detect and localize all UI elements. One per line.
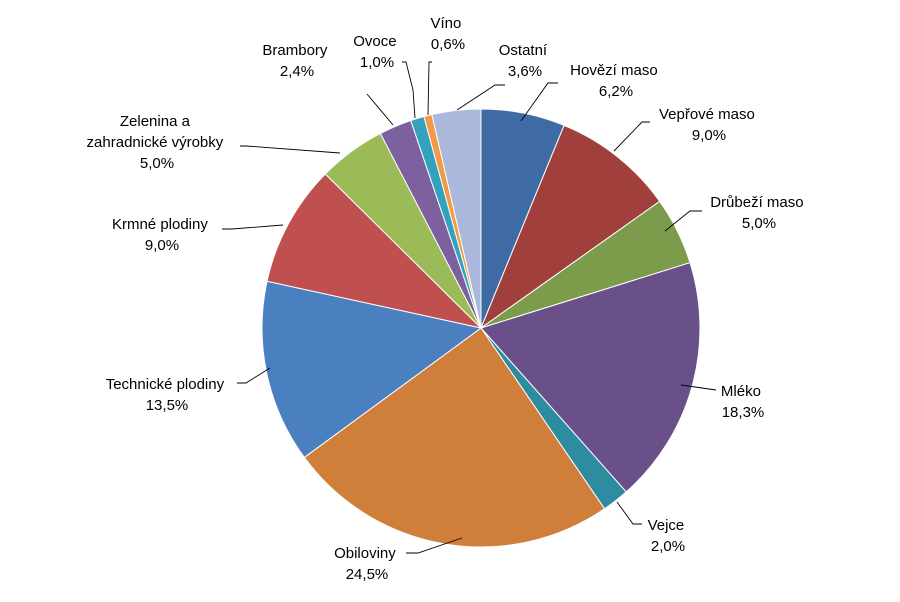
- leader-line-vino: [427, 61, 432, 116]
- pie-slice-7: [266, 173, 483, 329]
- label-obiloviny: Obiloviny 24,5%: [334, 545, 400, 583]
- leader-line-hovezi: [520, 82, 558, 122]
- label-drubezi: Drůbeží maso 5,0%: [710, 194, 808, 232]
- leader-lines: [222, 61, 717, 554]
- label-zelenina: Zelenina a zahradnické výrobky 5,0%: [87, 113, 228, 172]
- label-hovezi: Hovězí maso 6,2%: [570, 62, 662, 100]
- leader-line-veprove: [613, 121, 650, 152]
- data-labels: Hovězí maso 6,2% Vepřové maso 9,0% Drůbe…: [87, 15, 808, 583]
- pie-slices: [261, 108, 701, 548]
- label-ostatni: Ostatní 3,6%: [499, 42, 552, 80]
- leader-line-ovoce: [402, 61, 416, 119]
- pie-slice-6: [261, 280, 483, 459]
- label-veprove: Vepřové maso 9,0%: [659, 106, 759, 144]
- leader-line-brambory: [366, 93, 394, 126]
- leader-line-ostatni: [456, 84, 505, 111]
- leader-line-obiloviny: [406, 537, 463, 554]
- leader-line-drubezi: [664, 210, 702, 232]
- leader-line-vejce: [616, 501, 642, 525]
- leader-line-mleko: [680, 384, 717, 391]
- pie-slice-1: [479, 124, 661, 330]
- pie-slice-12: [431, 108, 482, 329]
- leader-line-technicke: [237, 367, 271, 384]
- leader-line-zelenina: [240, 145, 341, 154]
- label-mleko: Mléko 18,3%: [721, 383, 765, 421]
- label-vejce: Vejce 2,0%: [648, 517, 689, 555]
- leader-line-krmne: [222, 224, 284, 230]
- label-technicke: Technické plodiny 13,5%: [106, 376, 229, 414]
- label-vino: Víno 0,6%: [430, 15, 465, 53]
- label-ovoce: Ovoce 1,0%: [353, 33, 401, 71]
- label-brambory: Brambory 2,4%: [262, 42, 331, 80]
- label-krmne: Krmné plodiny 9,0%: [112, 216, 212, 254]
